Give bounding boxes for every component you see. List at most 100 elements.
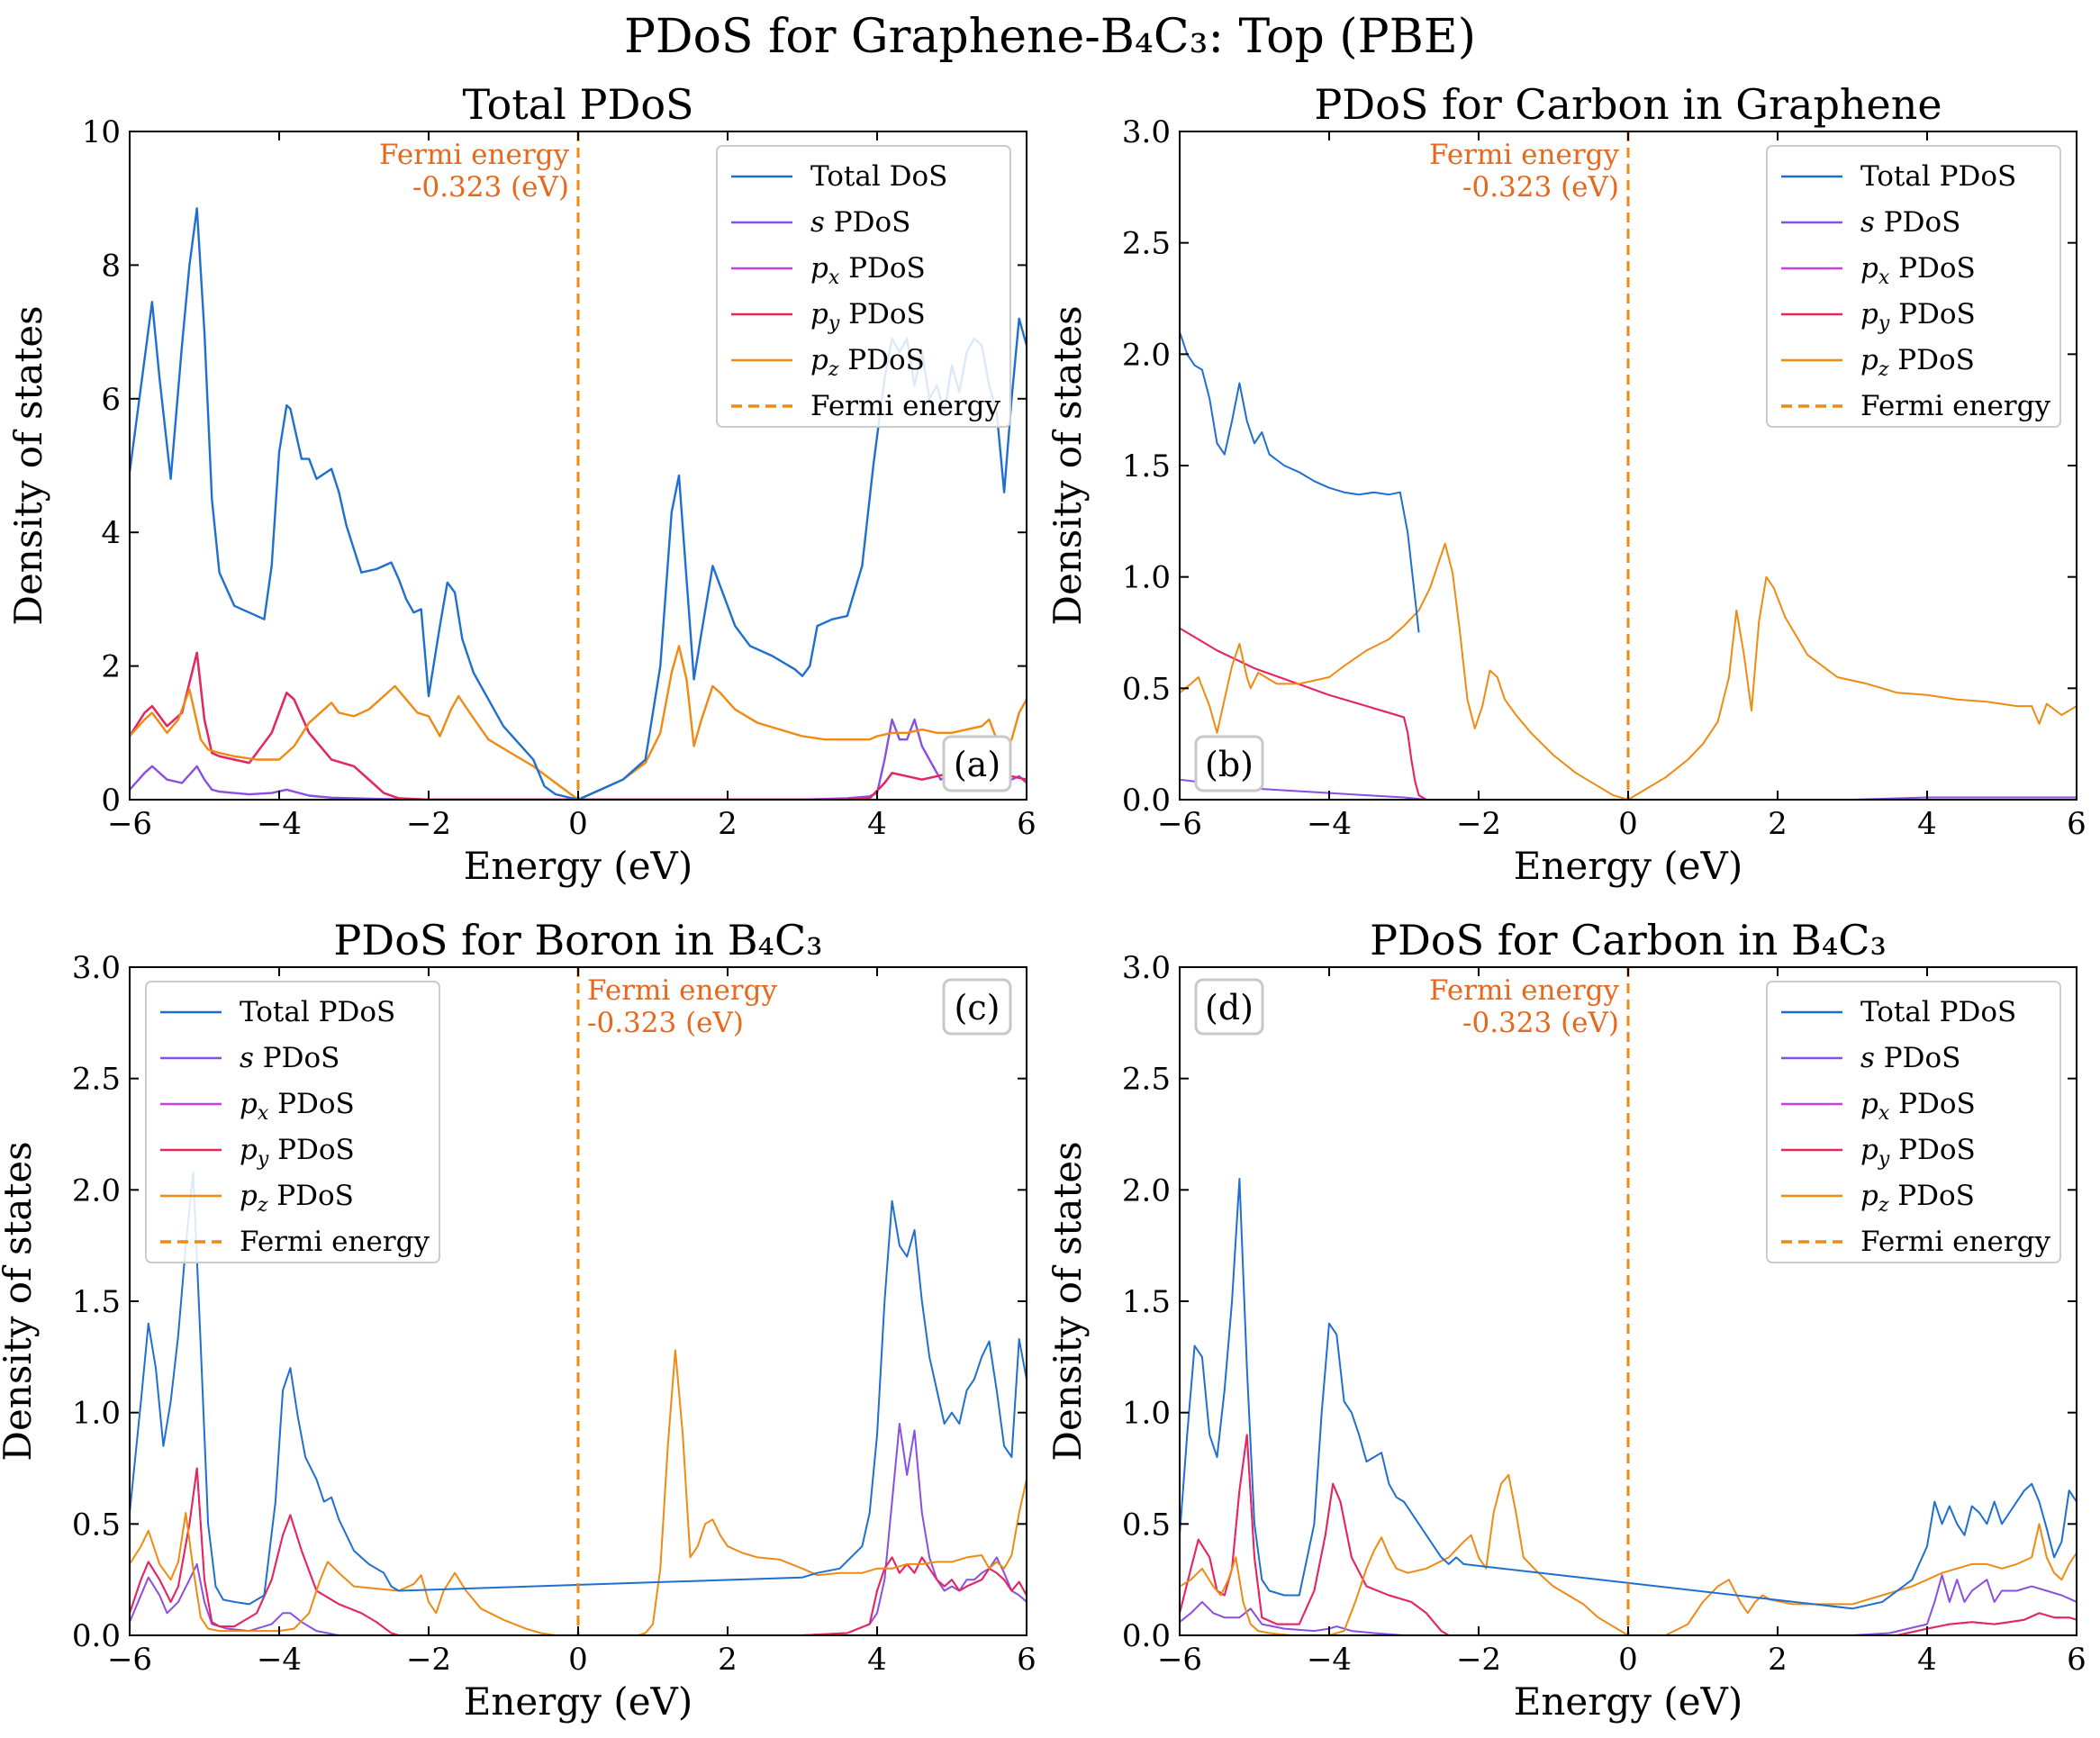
- y-tick-label: 1.0: [72, 1396, 121, 1432]
- series-line-pz: [1180, 542, 2077, 800]
- y-tick-label: 3.0: [1122, 950, 1171, 986]
- legend-label-py: py PDoS: [1860, 1134, 1976, 1171]
- y-tick-label: 2.0: [72, 1172, 121, 1208]
- legend-label-fermi: Fermi energy: [810, 390, 1000, 422]
- y-tick-label: 2.5: [1122, 1062, 1171, 1098]
- y-axis-label: Density of states: [0, 1141, 40, 1461]
- x-tick-label: 0: [1618, 1642, 1638, 1678]
- fermi-label: Fermi energy: [1429, 974, 1619, 1007]
- series-line-py: [130, 651, 1027, 800]
- fermi-label: Fermi energy: [587, 974, 777, 1007]
- panel-title: PDoS for Boron in B₄C₃: [333, 916, 822, 964]
- y-tick-label: 2.5: [1122, 226, 1171, 262]
- y-tick-label: 0.0: [1122, 783, 1171, 819]
- legend-box: [1766, 145, 2061, 428]
- y-tick-label: 2.0: [1122, 337, 1171, 373]
- panel-tag-box: [942, 978, 1012, 1036]
- legend: Total PDoS s PDoS px PDoS py PDoS pz PDoS Fer…: [1766, 981, 2061, 1263]
- legend-label-total: Total DoS: [810, 160, 947, 193]
- x-tick-label: 2: [718, 1642, 738, 1678]
- series-group: [1180, 331, 2077, 800]
- x-tick-label: 6: [1017, 1642, 1036, 1678]
- legend-label-py: py PDoS: [240, 1134, 355, 1171]
- series-line-py: [130, 1467, 1027, 1635]
- x-tick-label: −6: [1157, 1642, 1202, 1678]
- x-tick-label: −4: [257, 1642, 302, 1678]
- x-tick-label: 2: [1768, 806, 1788, 842]
- x-tick-label: −6: [107, 1642, 152, 1678]
- x-tick-label: −6: [107, 806, 152, 842]
- legend-label-py: py PDoS: [810, 298, 926, 335]
- x-axis-label: Energy (eV): [1514, 844, 1743, 888]
- y-tick-label: 0.0: [72, 1618, 121, 1654]
- x-tick-label: 4: [1917, 806, 1937, 842]
- legend-label-px: px PDoS: [1860, 252, 1976, 289]
- y-tick-label: 1.5: [1122, 448, 1171, 484]
- y-tick-label: 10: [82, 114, 121, 150]
- series-line-s: [1180, 778, 2077, 800]
- panel-title: Total PDoS: [462, 80, 693, 129]
- series-line-pz: [130, 1349, 1027, 1635]
- y-tick-label: 1.5: [1122, 1284, 1171, 1320]
- x-tick-label: 0: [1618, 806, 1638, 842]
- x-tick-label: −4: [257, 806, 302, 842]
- y-tick-label: 0: [101, 783, 121, 819]
- x-tick-label: −4: [1307, 806, 1352, 842]
- legend-label-pz: pz PDoS: [240, 1180, 354, 1217]
- x-tick-label: −2: [1456, 1642, 1501, 1678]
- y-tick-label: 2.5: [72, 1062, 121, 1098]
- y-tick-label: 1.0: [1122, 1396, 1171, 1432]
- fermi-label: -0.323 (eV): [1462, 171, 1619, 204]
- panel-title: PDoS for Carbon in Graphene: [1314, 80, 1942, 129]
- legend-label-fermi: Fermi energy: [240, 1226, 430, 1258]
- legend-box: [145, 981, 440, 1263]
- y-axis-label: Density of states: [6, 305, 50, 625]
- panel-tag: (b): [1205, 745, 1254, 784]
- series-group: [1180, 1178, 2077, 1635]
- figure-title: PDoS for Graphene-B₄C₃: Top (PBE): [624, 10, 1476, 64]
- legend: Total PDoS s PDoS px PDoS py PDoS pz PDoS Fer…: [1766, 145, 2061, 428]
- legend: Total PDoS s PDoS px PDoS py PDoS pz PDoS Fer…: [145, 981, 440, 1263]
- panel-tag-box: [1194, 978, 1264, 1036]
- y-tick-label: 2.0: [1122, 1172, 1171, 1208]
- legend-label-s: s PDoS: [1860, 1042, 1960, 1074]
- panel-title: PDoS for Carbon in B₄C₃: [1370, 916, 1887, 964]
- panel-tag-box: [1194, 735, 1264, 792]
- legend-label-px: px PDoS: [240, 1088, 355, 1125]
- fermi-label: Fermi energy: [1429, 139, 1619, 171]
- legend-label-pz: pz PDoS: [810, 344, 925, 381]
- y-axis-label: Density of states: [1045, 1141, 1090, 1461]
- y-tick-label: 4: [101, 515, 121, 551]
- y-tick-label: 6: [101, 382, 121, 418]
- series-line-total: [1180, 1178, 2077, 1610]
- fermi-label: -0.323 (eV): [1462, 1007, 1619, 1039]
- x-tick-label: −2: [406, 1642, 451, 1678]
- series-line-pz: [130, 645, 1027, 800]
- x-axis-label: Energy (eV): [464, 1679, 693, 1724]
- legend: Total DoS s PDoS px PDoS py PDoS pz PDoS Ferm…: [716, 145, 1011, 428]
- y-tick-label: 3.0: [72, 950, 121, 986]
- x-tick-label: −4: [1307, 1642, 1352, 1678]
- legend-label-pz: pz PDoS: [1860, 344, 1975, 381]
- x-tick-label: 2: [1768, 1642, 1788, 1678]
- x-tick-label: 0: [568, 1642, 588, 1678]
- legend-label-fermi: Fermi energy: [1860, 1226, 2050, 1258]
- legend-box: [716, 145, 1011, 428]
- panel-tag-box: [942, 735, 1012, 792]
- x-tick-label: 4: [1917, 1642, 1937, 1678]
- x-tick-label: 0: [568, 806, 588, 842]
- legend-label-total: Total PDoS: [1860, 160, 2016, 193]
- panel-tag: (a): [954, 745, 1000, 784]
- y-tick-label: 1.5: [72, 1284, 121, 1320]
- y-tick-label: 0.5: [72, 1507, 121, 1543]
- y-tick-label: 8: [101, 248, 121, 284]
- x-tick-label: 6: [1017, 806, 1036, 842]
- fermi-label: -0.323 (eV): [412, 171, 569, 204]
- x-axis-label: Energy (eV): [1514, 1679, 1743, 1724]
- panel-tag: (d): [1205, 988, 1254, 1027]
- x-tick-label: 4: [867, 1642, 887, 1678]
- panel-tag: (c): [955, 988, 1000, 1027]
